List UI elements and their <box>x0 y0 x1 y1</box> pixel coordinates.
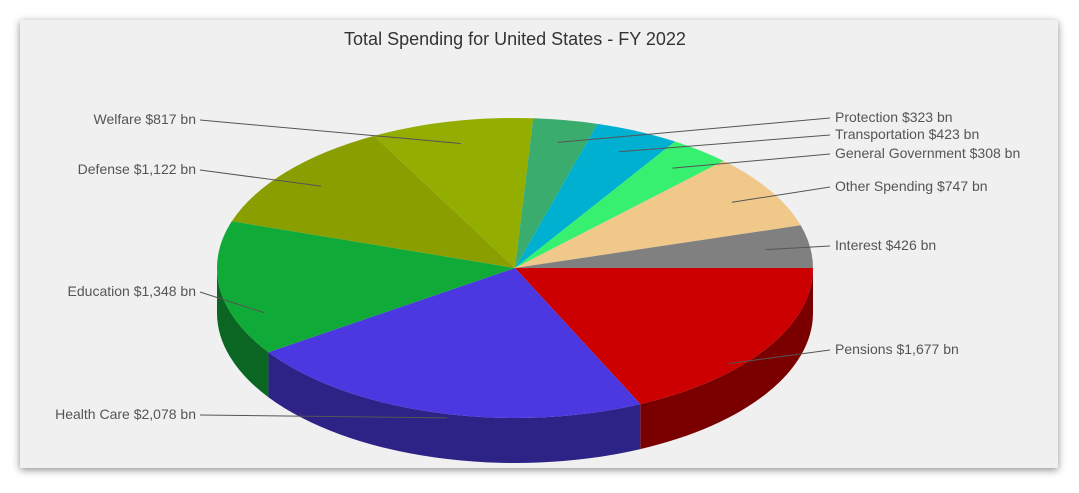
slice-side <box>217 268 269 398</box>
category-label: Protection <box>835 109 898 125</box>
slice <box>231 135 516 268</box>
category-label: Other Spending <box>835 178 933 194</box>
slice-label: General Government $308 bn <box>835 145 1020 161</box>
slice <box>216 221 515 353</box>
leader-line <box>199 291 265 314</box>
category-label: Pensions <box>835 341 893 357</box>
slice-label: Transportation $423 bn <box>835 126 979 142</box>
leader-line <box>731 186 831 203</box>
leader-line <box>672 153 831 169</box>
category-label: Welfare <box>94 111 142 127</box>
value-label: $1,348 bn <box>134 283 196 299</box>
value-label: $323 bn <box>902 109 953 125</box>
slice-side <box>640 268 814 450</box>
slice-label: Education $1,348 bn <box>68 283 196 299</box>
leader-line <box>199 414 448 419</box>
leader-line <box>619 134 831 153</box>
slice-label: Interest $426 bn <box>835 237 936 253</box>
slice-side <box>268 352 641 463</box>
value-label: $1,122 bn <box>134 161 196 177</box>
leader-line <box>199 119 461 144</box>
slice-label: Defense $1,122 bn <box>78 161 196 177</box>
value-label: $1,677 bn <box>896 341 958 357</box>
value-label: $308 bn <box>970 145 1021 161</box>
slice <box>515 141 724 268</box>
slice <box>515 268 814 405</box>
slice <box>374 118 534 268</box>
slice-label: Welfare $817 bn <box>94 111 196 127</box>
slice <box>515 225 814 268</box>
slice <box>515 123 676 269</box>
value-label: $426 bn <box>886 237 937 253</box>
value-label: $747 bn <box>937 178 988 194</box>
slice <box>268 268 641 419</box>
category-label: Health Care <box>55 406 130 422</box>
slice-label: Other Spending $747 bn <box>835 178 988 194</box>
leader-line <box>765 245 831 251</box>
value-label: $817 bn <box>145 111 196 127</box>
category-label: Transportation <box>835 126 925 142</box>
slice <box>515 118 598 269</box>
value-label: $2,078 bn <box>134 406 196 422</box>
category-label: General Government <box>835 145 966 161</box>
leader-line <box>728 349 831 365</box>
slice-label: Protection $323 bn <box>835 109 953 125</box>
leader-line <box>199 169 321 187</box>
slice <box>515 160 801 268</box>
value-label: $423 bn <box>929 126 980 142</box>
slice-label: Health Care $2,078 bn <box>55 406 196 422</box>
category-label: Interest <box>835 237 882 253</box>
leader-line <box>557 117 831 143</box>
chart-title: Total Spending for United States - FY 20… <box>344 29 686 49</box>
category-label: Education <box>68 283 130 299</box>
category-label: Defense <box>78 161 130 177</box>
slice-label: Pensions $1,677 bn <box>835 341 959 357</box>
